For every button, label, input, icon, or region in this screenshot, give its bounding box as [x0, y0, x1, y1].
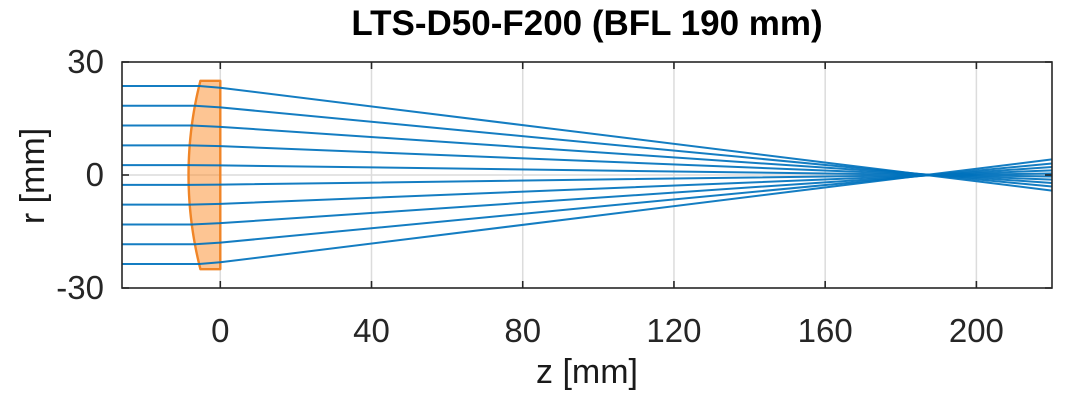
lens-shape — [187, 79, 222, 271]
ray-line — [122, 169, 1053, 206]
ray-line — [122, 164, 1053, 178]
x-tick-label: 80 — [504, 312, 541, 349]
x-tick-label: 0 — [211, 312, 229, 349]
ray-line — [122, 166, 1053, 226]
ray-line — [122, 172, 1053, 186]
x-axis-label: z [mm] — [536, 353, 638, 391]
y-tick-label: 30 — [67, 43, 104, 80]
y-axis-label: r [mm] — [14, 127, 52, 225]
ray-line — [122, 158, 1053, 265]
ray-line — [122, 104, 1053, 188]
x-tick-label: 200 — [949, 312, 1004, 349]
ray-line — [122, 144, 1053, 181]
chart-title: LTS-D50-F200 (BFL 190 mm) — [351, 4, 823, 43]
x-tick-label: 40 — [353, 312, 390, 349]
x-tick-label: 120 — [646, 312, 701, 349]
ray-line — [122, 124, 1053, 184]
x-tick-label: 160 — [798, 312, 853, 349]
ray-line — [122, 162, 1053, 246]
y-tick-label: 0 — [86, 156, 104, 193]
y-tick-label: -30 — [56, 269, 104, 306]
ray-line — [122, 85, 1053, 192]
